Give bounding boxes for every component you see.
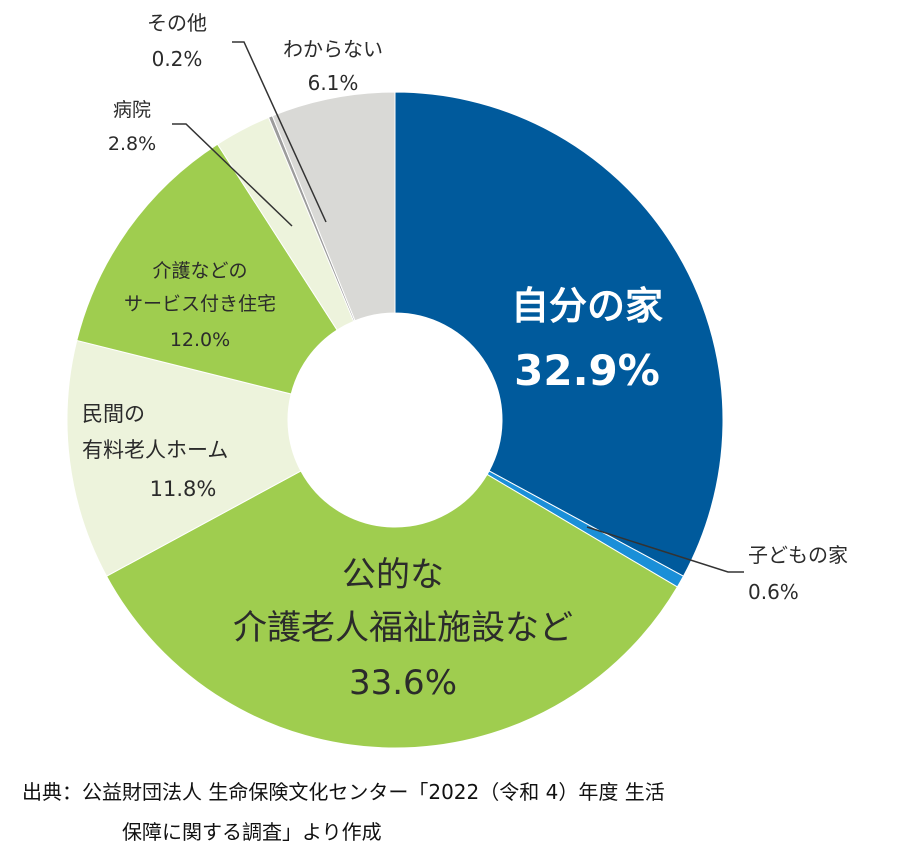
label-kouteki-value: 33.6% (349, 663, 457, 703)
label-jibun-name: 自分の家 (511, 284, 663, 328)
label-byouin-value: 2.8% (108, 133, 156, 155)
leader-line-byouin (172, 123, 293, 227)
slice-5 (76, 143, 338, 395)
donut-chart: 自分の家 32.9% 子どもの家 0.6% 公的な 介護老人福祉施設など 33.… (66, 11, 848, 749)
leader-line-kodomo (586, 526, 744, 573)
leader-lines (172, 41, 744, 573)
slice-3 (105, 470, 679, 749)
donut-slices (66, 91, 724, 749)
slice-8 (271, 91, 396, 322)
label-wakaranai-value: 6.1% (308, 71, 359, 95)
label-kodomo-value: 0.6% (748, 580, 799, 604)
label-kodomo-name: 子どもの家 (748, 543, 848, 567)
label-service-line1: 介護などの (152, 260, 247, 282)
label-minkan-line1: 民間の (82, 402, 145, 426)
label-wakaranai-name: わからない (283, 37, 383, 61)
label-minkan-value: 11.8% (150, 477, 217, 501)
label-sonota-value: 0.2% (152, 47, 203, 71)
label-service-value: 12.0% (170, 329, 230, 351)
label-service-line2: サービス付き住宅 (124, 293, 276, 315)
label-jibun-value: 32.9% (514, 346, 660, 395)
source-line-1: 出典：公益財団法人 生命保険文化センター「2022（令和 4）年度 生活 (22, 780, 665, 804)
source-note: 出典：公益財団法人 生命保険文化センター「2022（令和 4）年度 生活 保障に… (22, 772, 892, 852)
label-byouin-name: 病院 (113, 99, 151, 121)
label-kouteki-line2: 介護老人福祉施設など (233, 608, 573, 648)
leader-line-sonota (232, 41, 327, 223)
label-sonota-name: その他 (147, 11, 207, 35)
slice-4 (66, 339, 302, 577)
source-line-2: 保障に関する調査」より作成 (122, 820, 382, 844)
label-minkan-line2: 有料老人ホーム (82, 438, 228, 462)
label-kouteki-line1: 公的な (342, 555, 444, 595)
slice-1 (394, 91, 724, 577)
